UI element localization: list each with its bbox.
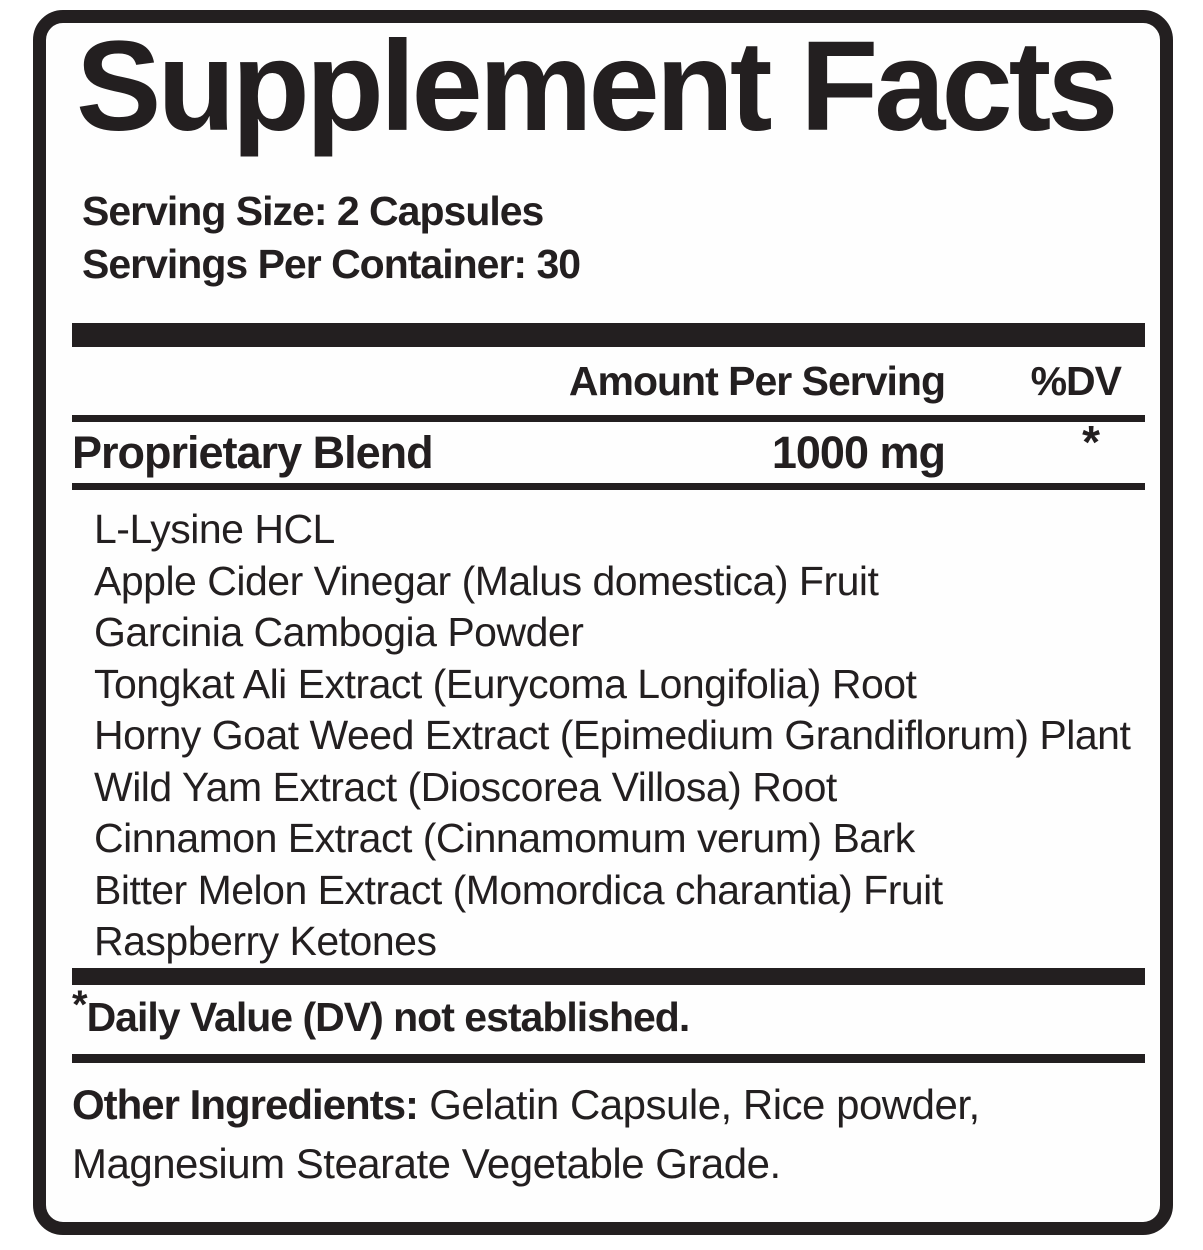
ingredient-item: Raspberry Ketones <box>94 918 437 964</box>
ingredient-list: L-Lysine HCL Apple Cider Vinegar (Malus … <box>72 504 1145 968</box>
divider-below-blend <box>72 483 1145 490</box>
ingredient-item: Wild Yam Extract (Dioscorea Villosa) Roo… <box>94 763 837 810</box>
other-ingredients-label: Other Ingredients: <box>72 1080 419 1128</box>
serving-info: Serving Size: 2 Capsules Servings Per Co… <box>82 185 1145 291</box>
proprietary-blend-row: Proprietary Blend 1000 mg * <box>72 416 1145 483</box>
divider-above-blend <box>72 415 1145 422</box>
ingredient-item: L-Lysine HCL <box>94 506 335 552</box>
ingredient-item: Horny Goat Weed Extract (Epimedium Grand… <box>94 712 1131 758</box>
supplement-facts-panel: Supplement Facts Serving Size: 2 Capsule… <box>33 10 1173 1235</box>
amount-per-serving-header: Amount Per Serving <box>568 358 946 404</box>
serving-size-text: Serving Size: 2 Capsules <box>82 188 544 234</box>
daily-value-footnote: *Daily Value (DV) not established. <box>72 983 1145 1054</box>
other-ingredients-text: Gelatin Capsule, Rice powder, Magnesium … <box>72 1080 980 1187</box>
divider-above-other-ingredients <box>72 1053 1145 1063</box>
servings-per-container-text: Servings Per Container: 30 <box>82 241 581 287</box>
ingredient-item: Garcinia Cambogia Powder <box>94 609 584 655</box>
ingredient-item: Apple Cider Vinegar (Malus domestica) Fr… <box>94 557 879 604</box>
blend-name: Proprietary Blend <box>72 427 434 478</box>
section-bar-bottom <box>72 967 1145 985</box>
ingredient-item: Tongkat Ali Extract (Eurycoma Longifolia… <box>94 660 917 707</box>
blend-dv-asterisk: * <box>1082 416 1100 468</box>
ingredient-item: Cinnamon Extract (Cinnamomum verum) Bark <box>94 815 915 861</box>
section-bar-top <box>72 323 1145 347</box>
other-ingredients: Other Ingredients: Gelatin Capsule, Rice… <box>72 1063 1145 1193</box>
supplement-facts-title: Supplement Facts <box>76 15 1118 158</box>
footnote-text: Daily Value (DV) not established. <box>86 993 691 1040</box>
ingredient-item: Bitter Melon Extract (Momordica charanti… <box>94 866 943 913</box>
footnote-asterisk: * <box>72 982 88 1027</box>
percent-dv-header: %DV <box>1030 358 1122 404</box>
blend-amount: 1000 mg <box>771 427 946 478</box>
column-header-row: Amount Per Serving %DV <box>72 347 1145 415</box>
